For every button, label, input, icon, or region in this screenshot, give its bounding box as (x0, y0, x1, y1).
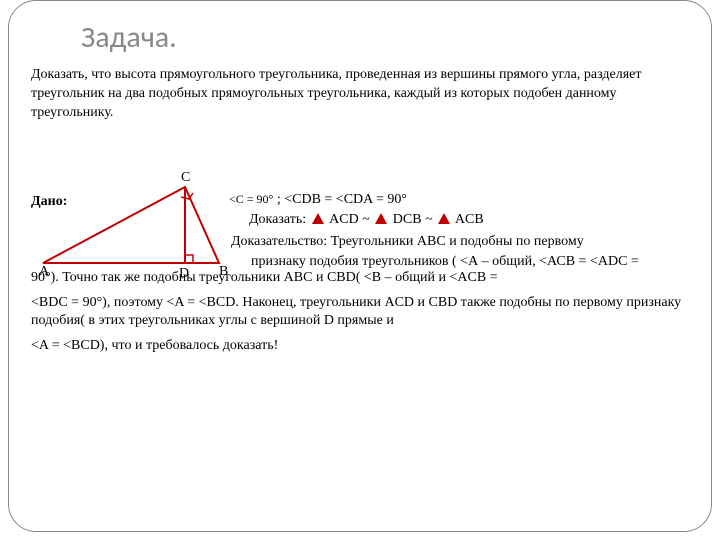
triangle-icon (438, 213, 450, 224)
content-area: Доказать, что высота прямоугольного треу… (31, 66, 689, 356)
proof-line-2a: признаку подобия треугольников ( <А – об… (251, 253, 639, 272)
prove-t2: DCB ~ (389, 212, 436, 227)
prove-line: Доказать: ACD ~ DCB ~ ACB (249, 211, 484, 230)
triangle-outline (43, 187, 219, 263)
prove-t3: ACB (452, 212, 484, 227)
slide-card: Задача. Доказать, что высота прямоугольн… (8, 0, 712, 532)
triangle-icon (375, 213, 387, 224)
vertex-label-d: D (179, 265, 189, 284)
condition-text: <С = 90° ; <CDB = <CDA = 90° (229, 191, 407, 210)
slide-title: Задача. (81, 19, 689, 56)
vertex-label-a: А (39, 263, 49, 282)
triangle-svg (31, 171, 231, 279)
prove-t1: ACD ~ (326, 212, 374, 227)
proof-line-3: <BDC = 90°), поэтому <A = <BCD. Наконец,… (31, 294, 689, 332)
proof-line-4: <A = <BCD), что и требовалось доказать! (31, 337, 689, 356)
triangle-icon (312, 213, 324, 224)
cond-post: ; <CDB = <CDA = 90° (273, 192, 407, 207)
right-angle-d (185, 255, 193, 263)
prove-label: Доказать: (249, 212, 310, 227)
proof-line-1: Доказательство: Треугольники АВС и подоб… (231, 233, 584, 252)
vertex-label-b: В (219, 263, 228, 282)
triangle-diagram: С А В D (31, 171, 231, 281)
cond-pre: <С = 90° (229, 192, 273, 206)
intro-text: Доказать, что высота прямоугольного треу… (31, 66, 689, 123)
proof-continuation: 90°). Точно так же подобны треугольники … (31, 269, 689, 357)
vertex-label-c: С (181, 169, 190, 188)
